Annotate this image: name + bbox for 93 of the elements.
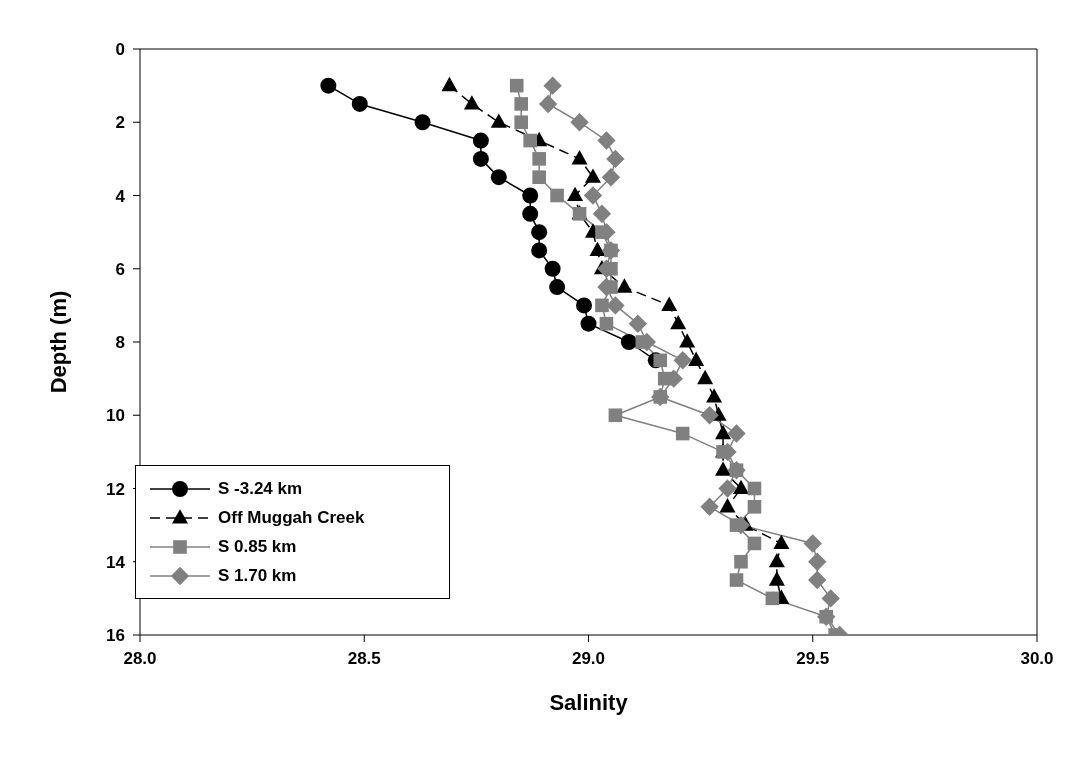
point [673, 351, 692, 370]
point [719, 498, 736, 513]
y-tick-label: 0 [115, 40, 125, 60]
point [595, 298, 609, 313]
point [697, 369, 714, 385]
point [616, 278, 633, 293]
point [472, 132, 489, 149]
point [509, 78, 524, 93]
point [589, 241, 606, 257]
x-axis-title: Salinity [549, 690, 629, 715]
point [620, 334, 637, 350]
y-tick-label: 16 [106, 626, 125, 646]
point [532, 152, 546, 166]
point [700, 406, 719, 425]
point [538, 94, 558, 114]
point [532, 170, 546, 184]
legend-label: S 1.70 km [218, 565, 297, 586]
x-tick-label: 30.0 [1020, 649, 1054, 669]
point [675, 426, 690, 441]
point [661, 296, 678, 311]
point [583, 186, 603, 205]
point [803, 534, 822, 553]
legend-label: S 0.85 km [218, 536, 297, 557]
point [599, 316, 614, 331]
point [768, 571, 785, 586]
point [608, 408, 623, 423]
legend-label: S -3.24 km [218, 478, 303, 499]
point [514, 115, 529, 130]
point [522, 187, 539, 204]
point [490, 169, 507, 186]
point [601, 167, 621, 187]
point [768, 552, 785, 568]
point [597, 131, 616, 150]
y-tick-label: 10 [106, 406, 125, 426]
y-tick-label: 2 [115, 113, 125, 133]
x-tick-label: 28.5 [347, 649, 381, 669]
point [549, 279, 566, 296]
point [606, 149, 625, 169]
point [729, 573, 744, 587]
point [490, 113, 507, 128]
point [727, 424, 746, 443]
point [463, 95, 480, 110]
point [531, 224, 548, 241]
point [747, 500, 762, 514]
point [628, 314, 648, 333]
y-tick-label: 14 [106, 552, 126, 572]
point [765, 591, 780, 606]
point [688, 351, 705, 366]
point [773, 534, 790, 550]
point [747, 536, 762, 551]
point [351, 95, 368, 112]
point [606, 296, 625, 315]
y-tick-label: 8 [115, 333, 125, 353]
point [808, 570, 827, 590]
point [570, 113, 589, 132]
point [808, 552, 827, 571]
point [821, 589, 840, 608]
point [747, 481, 762, 496]
point [576, 297, 593, 314]
point [472, 150, 489, 167]
point [653, 353, 668, 368]
point [700, 497, 719, 517]
point [414, 114, 431, 131]
legend-label: Off Muggah Creek [218, 507, 365, 528]
y-tick-label: 12 [106, 479, 125, 499]
point [523, 133, 537, 148]
x-tick-label: 29.0 [571, 649, 606, 669]
point [580, 315, 597, 332]
point [441, 76, 458, 92]
point [734, 554, 748, 569]
x-tick-label: 28.0 [123, 649, 157, 669]
point [320, 77, 337, 94]
point [544, 260, 561, 277]
point [670, 314, 687, 330]
y-axis-title: Depth (m) [45, 290, 71, 394]
point [732, 479, 749, 495]
point [543, 76, 562, 95]
point [706, 388, 723, 403]
point [522, 205, 539, 222]
point [567, 186, 584, 202]
point [715, 424, 732, 440]
point [531, 242, 548, 259]
point [718, 479, 737, 498]
x-tick-label: 29.5 [796, 649, 830, 669]
point [514, 97, 529, 111]
point [584, 168, 601, 183]
point [715, 461, 732, 476]
point [571, 150, 588, 165]
point [679, 333, 696, 348]
y-tick-label: 6 [115, 259, 125, 279]
point [550, 188, 564, 203]
y-tick-label: 4 [115, 186, 126, 206]
point [592, 204, 612, 224]
